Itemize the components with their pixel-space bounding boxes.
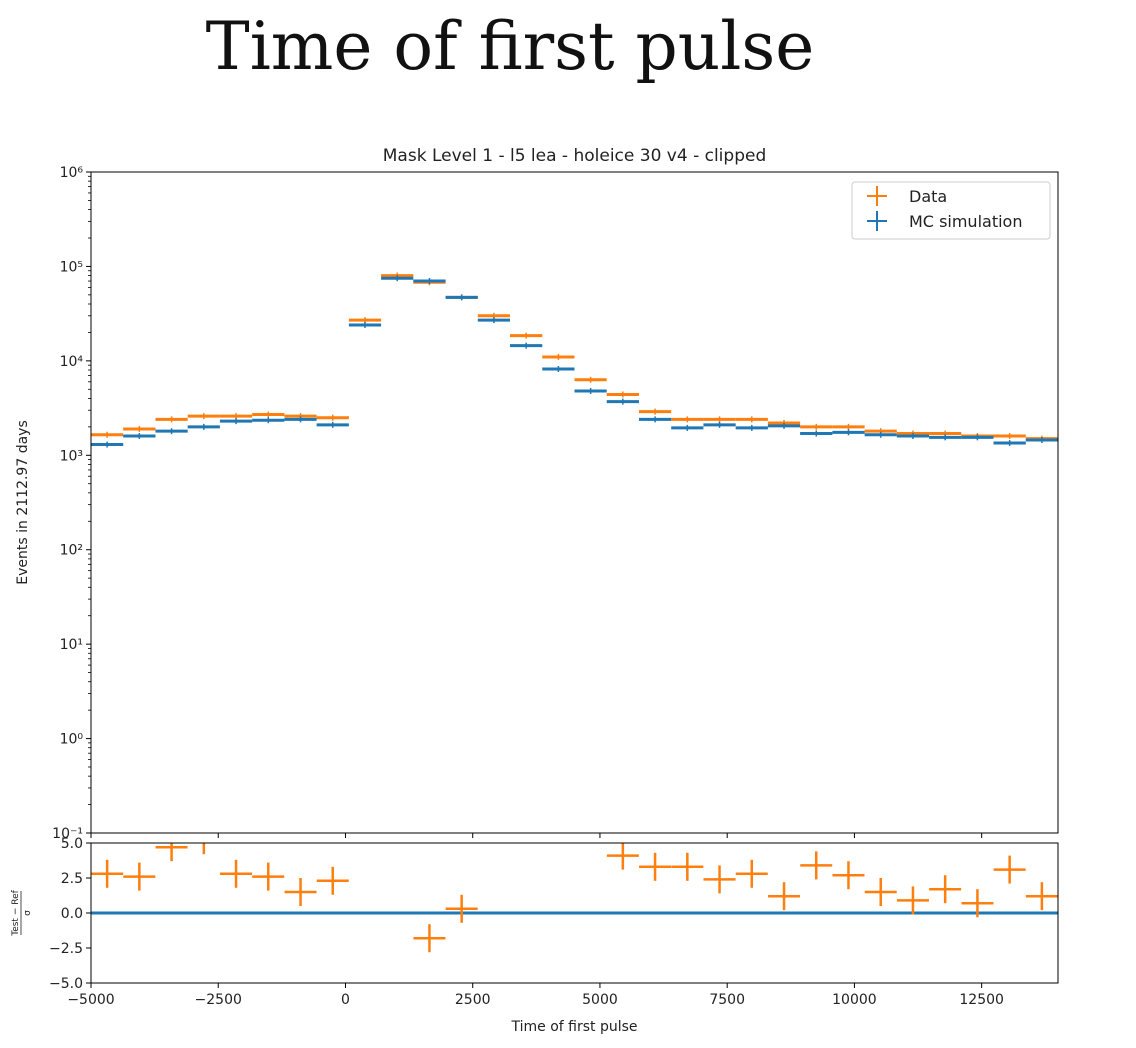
main-y-tick-label: 10³ [60,448,83,464]
main-y-tick-label: 10⁴ [60,354,84,370]
res-x-tick-label: −5000 [67,992,114,1008]
res-y-tick-label: 2.5 [61,871,83,887]
main-y-tick-label: 10⁶ [60,165,84,181]
res-x-tick-label: 10000 [832,992,877,1008]
main-axes-frame [90,171,1059,834]
legend: Data MC simulation [851,181,1051,240]
res-y-tick-label: 5.0 [61,836,83,852]
res-x-tick-label: 2500 [455,992,491,1008]
residual-ylabel-numerator: Test − Ref [11,889,21,936]
legend-label-0: Data [909,187,947,206]
res-y-tick-label: 0.0 [61,906,83,922]
res-x-tick-label: 7500 [709,992,745,1008]
res-x-tick-label: 0 [341,992,350,1008]
main-y-tick-label: 10⁵ [60,259,83,275]
series-mc [91,275,1058,448]
res-y-tick-label: −5.0 [49,976,83,992]
res-y-tick-label: −2.5 [49,941,83,957]
res-x-tick-label: 12500 [959,992,1004,1008]
main-y-tick-label: 10⁻¹ [52,826,83,842]
res-x-tick-label: 5000 [582,992,618,1008]
legend-label-1: MC simulation [909,212,1022,231]
figure-title: Time of first pulse [205,8,815,85]
x-axis-label: Time of first pulse [510,1019,637,1035]
legend-box [851,181,1051,240]
plot-title: Mask Level 1 - l5 lea - holeice 30 v4 - … [383,146,766,166]
main-y-tick-label: 10⁰ [60,732,84,748]
residual-plot-area [91,843,1058,953]
residual-y-axis-label: Test − Ref σ [11,889,33,936]
res-x-tick-label: −2500 [195,992,242,1008]
main-y-axis-label: Events in 2112.97 days [15,420,31,584]
main-y-tick-label: 10¹ [60,637,83,653]
residual-ylabel-denominator: σ [23,910,33,916]
main-y-tick-label: 10² [60,543,83,559]
series-data [91,272,1058,442]
main-plot-area [91,272,1058,448]
